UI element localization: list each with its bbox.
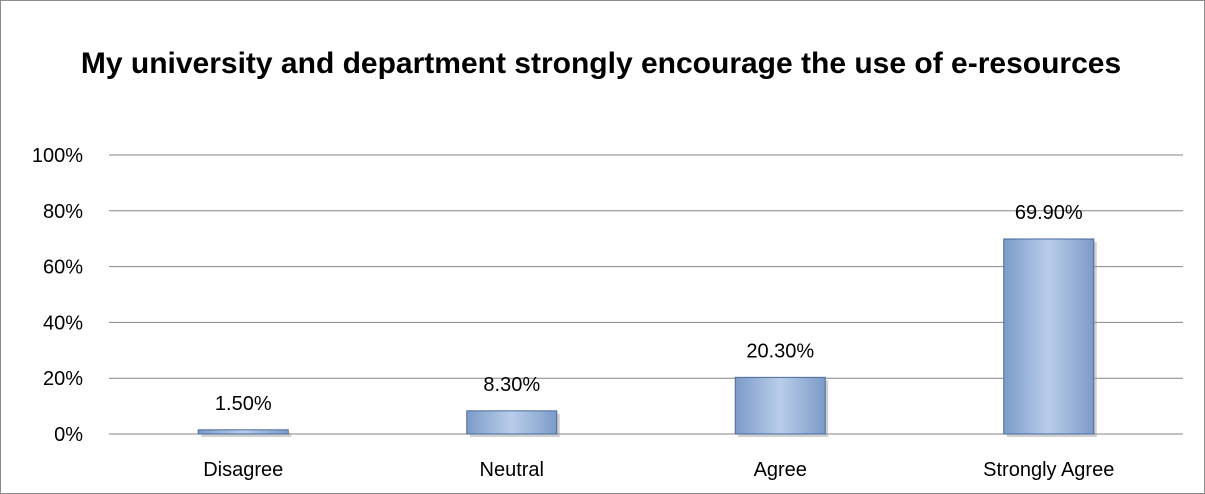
y-tick-label: 20%: [43, 368, 83, 390]
bars: [197, 238, 1097, 437]
bar-shadow: [201, 432, 292, 437]
data-label: 20.30%: [746, 340, 814, 362]
x-category-label: Strongly Agree: [983, 459, 1114, 481]
data-labels: 1.50% 8.30% 20.30% 69.90%: [215, 202, 1083, 415]
y-tick-label: 100%: [32, 145, 83, 167]
bar-strongly-agree: [1003, 238, 1095, 435]
data-label: 8.30%: [483, 374, 540, 396]
bar-agree: [734, 376, 826, 435]
data-label: 1.50%: [215, 393, 272, 415]
y-tick-label: 0%: [54, 424, 83, 446]
chart-title: My university and department strongly en…: [80, 47, 1122, 80]
x-axis-category-labels: Disagree Neutral Agree Strongly Agree: [203, 459, 1114, 481]
bar-neutral: [466, 410, 558, 435]
x-category-label: Neutral: [480, 459, 544, 481]
data-label: 69.90%: [1015, 202, 1083, 224]
y-tick-label: 40%: [43, 312, 83, 334]
y-tick-label: 60%: [43, 257, 83, 279]
x-category-label: Disagree: [203, 459, 283, 481]
y-tick-label: 80%: [43, 201, 83, 223]
bar-disagree: [197, 429, 289, 435]
y-axis-tick-labels: 0% 20% 40% 60% 80% 100%: [32, 145, 83, 446]
x-category-label: Agree: [754, 459, 807, 481]
